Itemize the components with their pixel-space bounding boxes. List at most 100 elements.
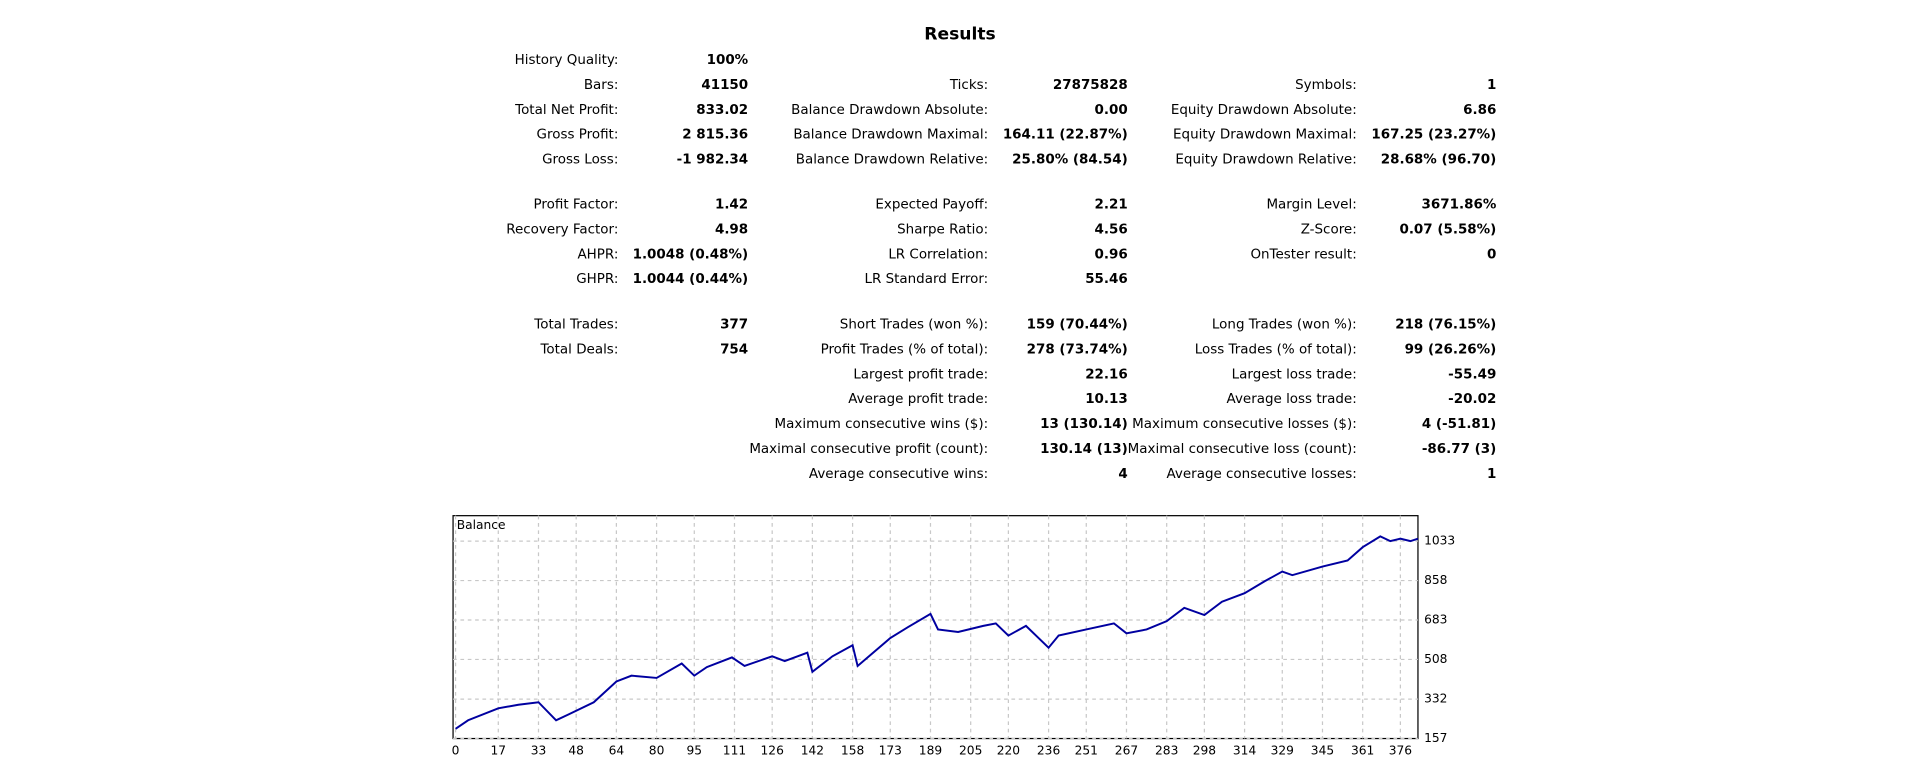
legend-label: Balance xyxy=(457,518,506,532)
stat-label: Largest loss trade: xyxy=(1232,367,1357,382)
stat-label: Average loss trade: xyxy=(1227,392,1357,407)
stat-label: Margin Level: xyxy=(1266,198,1356,213)
x-tick-label: 361 xyxy=(1351,743,1374,757)
stat-value: 167.25 (23.27%) xyxy=(1371,128,1496,143)
stat-label: Profit Factor: xyxy=(534,198,619,213)
stat-label: Symbols: xyxy=(1295,78,1357,93)
stat-value: 1.0044 (0.44%) xyxy=(633,272,749,287)
stat-label: Balance Drawdown Relative: xyxy=(796,153,988,168)
stat-value: 1 xyxy=(1487,467,1496,482)
stat-label: Profit Trades (% of total): xyxy=(821,343,989,358)
x-tick-label: 314 xyxy=(1233,743,1257,757)
stat-label: Z-Score: xyxy=(1301,223,1357,238)
stat-value: 25.80% (84.54) xyxy=(1012,153,1128,168)
balance-line xyxy=(455,535,1419,730)
stat-value: 6.86 xyxy=(1463,103,1496,118)
stat-value: 27875828 xyxy=(1053,78,1128,93)
x-tick-label: 205 xyxy=(959,743,982,757)
x-tick-label: 251 xyxy=(1075,743,1098,757)
stat-label: Recovery Factor: xyxy=(506,223,618,238)
stat-label: GHPR: xyxy=(576,272,618,287)
stat-value: -86.77 (3) xyxy=(1422,442,1496,457)
stat-value: 159 (70.44%) xyxy=(1027,318,1128,333)
x-tick-label: 64 xyxy=(609,743,625,757)
x-tick-label: 17 xyxy=(491,743,507,757)
x-tick-label: 283 xyxy=(1155,743,1178,757)
stat-value: 278 (73.74%) xyxy=(1027,343,1128,358)
stat-label: OnTester result: xyxy=(1250,247,1356,262)
stat-label: Loss Trades (% of total): xyxy=(1195,343,1357,358)
stat-value: 3671.86% xyxy=(1422,198,1497,213)
y-tick-label: 683 xyxy=(1424,613,1447,627)
y-tick-label: 858 xyxy=(1424,573,1447,587)
x-tick-label: 126 xyxy=(761,743,785,757)
stat-value: 4.56 xyxy=(1095,223,1128,238)
stat-label: Largest profit trade: xyxy=(853,367,988,382)
stat-value: 218 (76.15%) xyxy=(1395,318,1496,333)
stat-label: Total Deals: xyxy=(540,343,619,358)
stat-value: 2.21 xyxy=(1095,198,1128,213)
stat-value: 4 (-51.81) xyxy=(1422,417,1496,432)
x-tick-label: 236 xyxy=(1037,743,1061,757)
x-tick-label: 48 xyxy=(568,743,584,757)
stat-label: Balance Drawdown Absolute: xyxy=(791,103,988,118)
stat-label: Gross Profit: xyxy=(537,128,619,143)
stat-value: 1.0048 (0.48%) xyxy=(633,247,749,262)
y-tick-label: 157 xyxy=(1424,731,1447,745)
stat-value: 41150 xyxy=(701,78,748,93)
stat-value: 1.42 xyxy=(715,198,748,213)
x-tick-label: 80 xyxy=(649,743,665,757)
stat-value: 0.96 xyxy=(1095,247,1128,262)
x-tick-label: 173 xyxy=(879,743,902,757)
stat-label: Equity Drawdown Absolute: xyxy=(1171,103,1357,118)
y-tick-label: 508 xyxy=(1424,652,1447,666)
stat-value: 2 815.36 xyxy=(682,128,748,143)
stat-value: 130.14 (13) xyxy=(1040,442,1128,457)
stat-label: Total Net Profit: xyxy=(514,103,618,118)
x-tick-label: 220 xyxy=(997,743,1020,757)
stat-label: LR Correlation: xyxy=(888,247,988,262)
stat-label: Bars: xyxy=(584,78,619,93)
stat-value: 55.46 xyxy=(1085,272,1128,287)
stat-value: 13 (130.14) xyxy=(1040,417,1128,432)
stat-value: 1 xyxy=(1487,78,1496,93)
x-tick-label: 329 xyxy=(1271,743,1294,757)
stat-value: -1 982.34 xyxy=(677,153,749,168)
stat-value: -20.02 xyxy=(1448,392,1496,407)
stat-label: Maximum consecutive losses ($): xyxy=(1132,417,1357,432)
stat-label: Short Trades (won %): xyxy=(840,318,988,333)
stat-value: 164.11 (22.87%) xyxy=(1003,128,1128,143)
x-tick-label: 189 xyxy=(919,743,942,757)
stat-value: -55.49 xyxy=(1448,367,1496,382)
x-tick-label: 95 xyxy=(686,743,702,757)
stat-label: Average consecutive wins: xyxy=(809,467,988,482)
stat-label: Gross Loss: xyxy=(542,153,618,168)
stat-value: 377 xyxy=(720,318,748,333)
stat-value: 22.16 xyxy=(1085,367,1128,382)
stat-label: Maximum consecutive wins ($): xyxy=(775,417,989,432)
stat-label: Equity Drawdown Maximal: xyxy=(1173,128,1357,143)
stat-value: 4.98 xyxy=(715,223,748,238)
stat-label: LR Standard Error: xyxy=(864,272,988,287)
x-tick-label: 142 xyxy=(801,743,824,757)
y-tick-label: 1033 xyxy=(1424,534,1455,548)
x-tick-label: 298 xyxy=(1193,743,1216,757)
stat-label: Average profit trade: xyxy=(848,392,988,407)
stat-value: 754 xyxy=(720,343,748,358)
stat-label: Expected Payoff: xyxy=(875,198,988,213)
stat-label: AHPR: xyxy=(577,247,618,262)
stat-label: Total Trades: xyxy=(533,318,618,333)
stat-value: 4 xyxy=(1118,467,1127,482)
stat-label: Balance Drawdown Maximal: xyxy=(793,128,988,143)
stat-label: History Quality: xyxy=(515,53,619,68)
stat-label: Equity Drawdown Relative: xyxy=(1175,153,1356,168)
stat-label: Ticks: xyxy=(949,78,988,93)
stat-value: 0.00 xyxy=(1095,103,1128,118)
x-tick-label: 345 xyxy=(1311,743,1334,757)
stat-label: Average consecutive losses: xyxy=(1167,467,1357,482)
x-tick-label: 376 xyxy=(1389,743,1413,757)
x-tick-label: 0 xyxy=(452,743,460,757)
stat-value: 28.68% (96.70) xyxy=(1381,153,1497,168)
